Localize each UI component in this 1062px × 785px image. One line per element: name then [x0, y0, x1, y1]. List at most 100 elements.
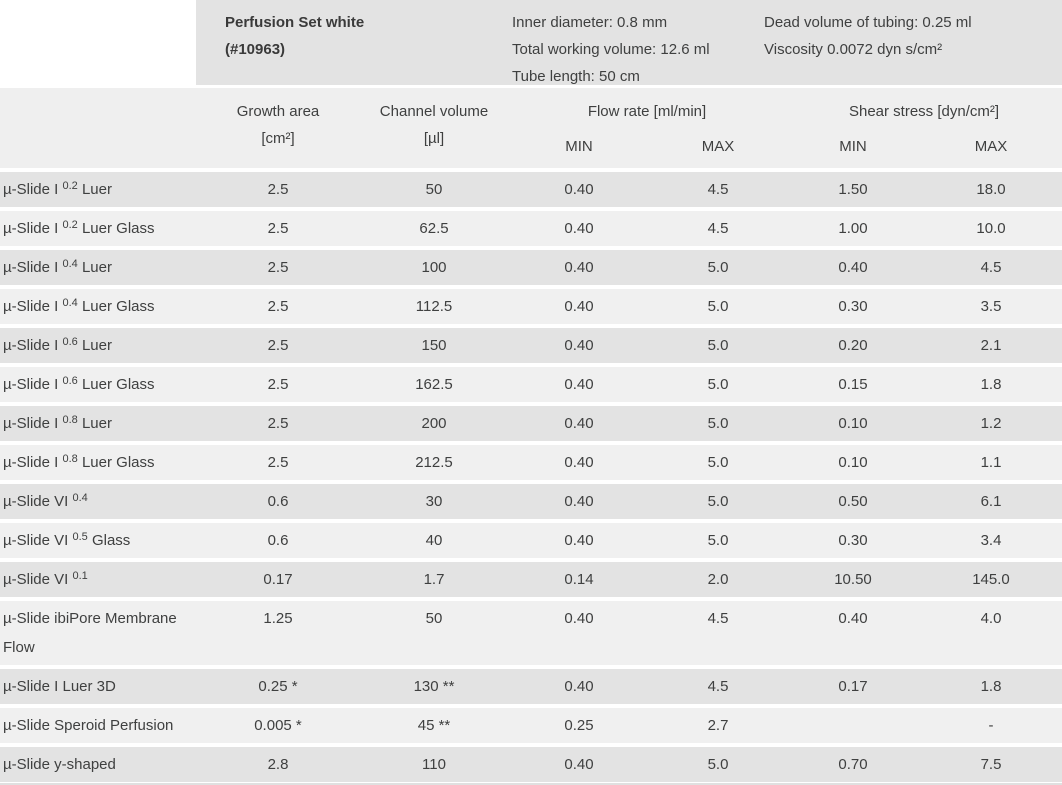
shear-min-value: 0.20 [838, 337, 868, 354]
product-specs-left: Inner diameter: 0.8 mm Total working vol… [512, 0, 764, 85]
channel-volume-header: Channel volume [µl] [360, 88, 508, 168]
shear-min-value: 0.30 [838, 532, 868, 549]
channel-volume-value: 112.5 [415, 298, 453, 315]
spec-tube-length: Tube length: 50 cm [512, 68, 640, 85]
flow-rate-header: Flow rate [ml/min] MIN MAX [508, 88, 786, 168]
growth-area-value: 1.25 [263, 610, 293, 627]
shear-min-value: 0.70 [838, 756, 868, 773]
shear-min-value: 10.50 [834, 571, 872, 588]
shear-max-value: 6.1 [980, 493, 1002, 510]
product-name-superscript: 0.1 [72, 570, 88, 582]
flow-min-value: 0.40 [564, 376, 594, 393]
product-name-text: µ-Slide I [3, 220, 63, 237]
table-row: µ-Slide I 0.6 Luer Glass 2.5 162.5 0.40 … [0, 367, 1062, 402]
flow-max-value: 5.0 [707, 756, 729, 773]
product-name-superscript: 0.2 [62, 180, 78, 192]
product-name-text: µ-Slide I [3, 376, 63, 393]
growth-area-value: 2.5 [267, 454, 289, 471]
shear-max-value: 3.4 [980, 532, 1002, 549]
product-name-text: µ-Slide I [3, 259, 63, 276]
channel-volume-value: 1.7 [423, 571, 445, 588]
product-name-superscript: 0.5 [72, 531, 88, 543]
product-name-text: µ-Slide VI [3, 571, 73, 588]
flow-rate-label: Flow rate [ml/min] [587, 103, 707, 120]
shear-min-value: 0.17 [838, 678, 868, 695]
growth-area-value: 0.25 * [258, 678, 298, 695]
product-name-cell: µ-Slide Speroid Perfusion [0, 708, 196, 743]
shear-max-value: 2.1 [980, 337, 1002, 354]
channel-volume-value: 50 [425, 181, 443, 198]
flow-min-value: 0.40 [564, 454, 594, 471]
product-name-suffix: Luer Glass [77, 454, 155, 471]
product-name-text: µ-Slide y-shaped [3, 756, 116, 773]
growth-area-value: 2.5 [267, 298, 289, 315]
product-name-suffix: Luer [77, 181, 112, 198]
table-column-headers: Growth area [cm²] Channel volume [µl] Fl… [0, 88, 1062, 168]
shear-max-value: - [988, 717, 994, 734]
channel-volume-value: 30 [425, 493, 443, 510]
product-name-cell: µ-Slide I 0.8 Luer [0, 406, 196, 441]
flow-max-value: 2.0 [707, 571, 729, 588]
flow-min-value: 0.40 [564, 181, 594, 198]
product-name-suffix: Glass [87, 532, 131, 549]
product-name-superscript: 0.4 [72, 492, 88, 504]
product-column-header [0, 88, 196, 168]
product-name-cell: µ-Slide I 0.8 Luer Glass [0, 445, 196, 480]
product-header: Perfusion Set white (#10963) Inner diame… [196, 0, 1062, 85]
shear-min-value: 0.30 [838, 298, 868, 315]
growth-area-label: Growth area [236, 103, 320, 120]
shear-max-value: 145.0 [972, 571, 1010, 588]
flow-min-value: 0.25 [564, 717, 594, 734]
product-name-suffix: Luer [77, 337, 112, 354]
product-name-cell: µ-Slide I 0.4 Luer [0, 250, 196, 285]
table-row: µ-Slide I Luer 3D 0.25 * 130 ** 0.40 4.5… [0, 669, 1062, 704]
product-name-suffix: Luer [77, 415, 112, 432]
table-row: µ-Slide Speroid Perfusion 0.005 * 45 ** … [0, 708, 1062, 743]
table-row: µ-Slide I 0.6 Luer 2.5 150 0.40 5.0 0.20… [0, 328, 1062, 363]
flow-min-value: 0.14 [564, 571, 594, 588]
product-specs-right: Dead volume of tubing: 0.25 ml Viscosity… [764, 0, 1062, 85]
shear-min-value: 0.15 [838, 376, 868, 393]
shear-stress-label: Shear stress [dyn/cm²] [848, 103, 1000, 120]
product-title-name: Perfusion Set white [225, 14, 365, 31]
shear-max-value: 4.5 [980, 259, 1002, 276]
growth-area-value: 0.6 [267, 493, 289, 510]
flow-min-value: 0.40 [564, 756, 594, 773]
product-name-superscript: 0.8 [62, 414, 78, 426]
channel-volume-value: 50 [425, 610, 443, 627]
flow-max-value: 5.0 [707, 532, 729, 549]
growth-area-value: 2.5 [267, 220, 289, 237]
growth-area-value: 0.005 * [254, 717, 302, 734]
flow-max-value: 5.0 [707, 259, 729, 276]
shear-max-value: 1.1 [980, 454, 1002, 471]
channel-volume-label: Channel volume [379, 103, 489, 120]
channel-volume-value: 130 ** [413, 678, 455, 695]
growth-area-value: 0.17 [263, 571, 293, 588]
product-name-superscript: 0.8 [62, 453, 78, 465]
flow-min-value: 0.40 [564, 337, 594, 354]
product-name-cell: µ-Slide VI 0.4 [0, 484, 196, 519]
product-name-superscript: 0.4 [62, 258, 78, 270]
shear-min-value: 1.50 [838, 181, 868, 198]
growth-area-value: 2.5 [267, 181, 289, 198]
channel-volume-value: 100 [421, 259, 447, 276]
table-row: µ-Slide I 0.2 Luer Glass 2.5 62.5 0.40 4… [0, 211, 1062, 246]
shear-min-value: 0.10 [838, 415, 868, 432]
flow-max-value: 5.0 [707, 376, 729, 393]
channel-volume-value: 62.5 [419, 220, 449, 237]
shear-min-value: 0.10 [838, 454, 868, 471]
table-row: µ-Slide y-shaped 2.8 110 0.40 5.0 0.70 7… [0, 747, 1062, 782]
flow-max-value: 5.0 [707, 337, 729, 354]
table-row: µ-Slide I 0.8 Luer Glass 2.5 212.5 0.40 … [0, 445, 1062, 480]
product-name-superscript: 0.2 [62, 219, 78, 231]
flow-max-value: 5.0 [707, 493, 729, 510]
channel-volume-value: 45 ** [417, 717, 451, 734]
table-row: µ-Slide I 0.2 Luer 2.5 50 0.40 4.5 1.50 … [0, 172, 1062, 207]
flow-max-value: 4.5 [707, 678, 729, 695]
product-name-text: µ-Slide I [3, 181, 63, 198]
shear-max-value: 4.0 [980, 610, 1002, 627]
product-name-cell: µ-Slide I 0.4 Luer Glass [0, 289, 196, 324]
product-name-cell: µ-Slide y-shaped [0, 747, 196, 782]
flow-min-value: 0.40 [564, 298, 594, 315]
flow-min-header: MIN [565, 138, 593, 155]
